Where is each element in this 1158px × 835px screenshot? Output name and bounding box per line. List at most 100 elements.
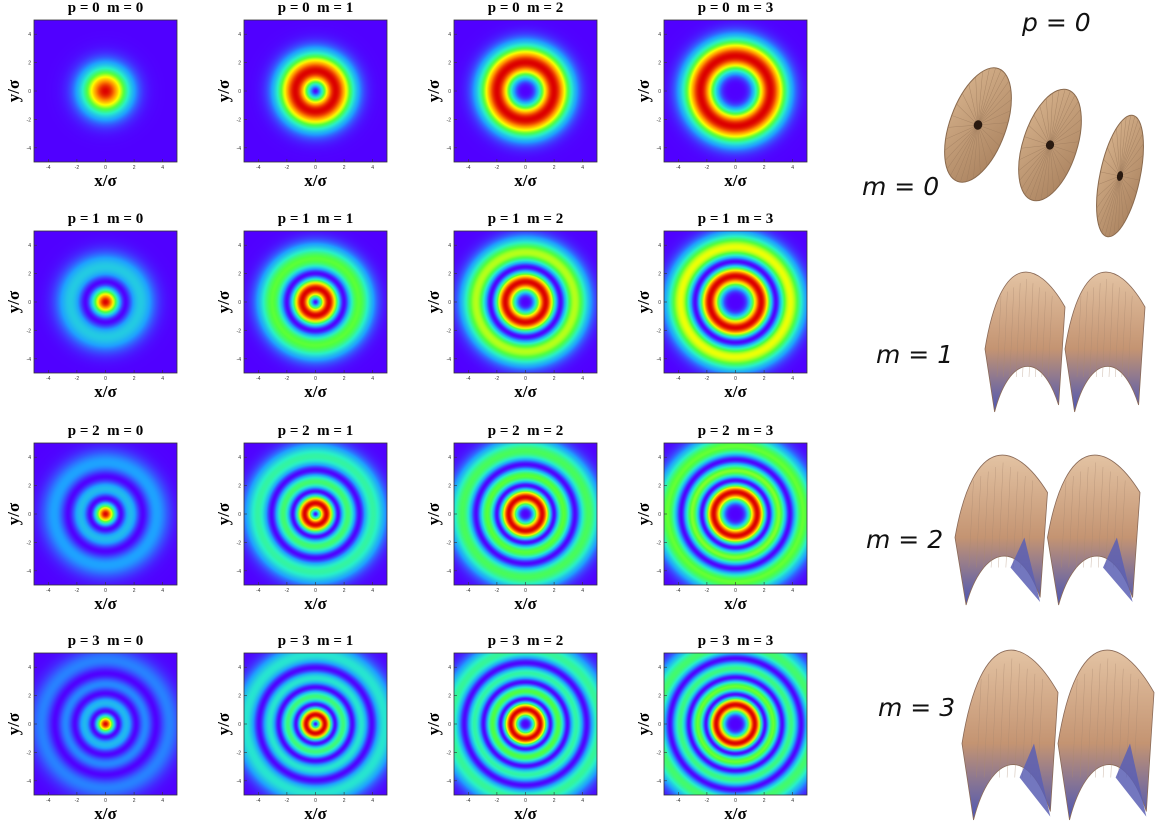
y-tick-label: 4 (238, 32, 241, 38)
x-axis-label: x/σ (94, 594, 117, 613)
panel-title: p = 0 m = 1 (278, 0, 353, 16)
intensity-panel: -4 -4 -2 -2 0 0 2 2 4 4 p = 1 m = 1 x/σ y/σ (214, 211, 388, 401)
y-tick-label: 2 (238, 272, 241, 278)
intensity-panel: -4 -4 -2 -2 0 0 2 2 4 4 p = 1 m = 3 x/σ y/σ (634, 211, 808, 401)
y-tick-label: 0 (238, 722, 241, 728)
x-tick-label: -2 (285, 165, 290, 171)
x-axis-label: x/σ (514, 594, 537, 613)
x-tick-label: -4 (46, 376, 51, 382)
x-tick-label: -2 (495, 588, 500, 594)
intensity-map (663, 442, 808, 586)
intensity-panel: -4 -4 -2 -2 0 0 2 2 4 4 p = 2 m = 2 x/σ y/σ (424, 423, 598, 613)
intensity-panel: -4 -4 -2 -2 0 0 2 2 4 4 p = 3 m = 2 x/σ y/σ (424, 633, 598, 823)
intensity-panel-grid: -4 -4 -2 -2 0 0 2 2 4 4 p = 0 m = 0 x/σ y/σ -4 -4 -2 -2 0… (4, 0, 808, 823)
y-tick-label: -4 (27, 357, 32, 363)
y-tick-label: 0 (28, 89, 31, 95)
panel-title: p = 3 m = 3 (698, 633, 773, 649)
y-tick-label: 4 (28, 32, 31, 38)
intensity-map (33, 442, 178, 586)
intensity-panel: -4 -4 -2 -2 0 0 2 2 4 4 p = 0 m = 0 x/σ y/σ (4, 0, 178, 190)
y-tick-label: 4 (658, 665, 661, 671)
panel-title: p = 2 m = 2 (488, 423, 563, 439)
y-tick-label: 0 (658, 722, 661, 728)
y-tick-label: 0 (448, 512, 451, 518)
y-tick-label: 2 (658, 694, 661, 700)
y-tick-label: 0 (448, 722, 451, 728)
y-tick-label: 2 (658, 272, 661, 278)
helical-wavefront (954, 454, 1141, 606)
intensity-map (243, 652, 388, 796)
x-tick-label: -2 (75, 165, 80, 171)
x-tick-label: 0 (314, 376, 317, 382)
intensity-panel: -4 -4 -2 -2 0 0 2 2 4 4 p = 1 m = 2 x/σ y/σ (424, 211, 598, 401)
x-tick-label: -2 (495, 798, 500, 804)
y-tick-label: 4 (658, 455, 661, 461)
intensity-map (663, 652, 808, 796)
y-tick-label: -2 (657, 750, 662, 756)
y-tick-label: -4 (237, 146, 242, 152)
panel-title: p = 3 m = 1 (278, 633, 353, 649)
y-tick-label: -4 (447, 357, 452, 363)
x-tick-label: 0 (314, 798, 317, 804)
y-axis-label: y/σ (4, 502, 23, 525)
y-tick-label: 2 (28, 61, 31, 67)
y-tick-label: 0 (28, 512, 31, 518)
y-tick-label: 0 (658, 89, 661, 95)
y-tick-label: 4 (658, 243, 661, 249)
x-axis-label: x/σ (514, 804, 537, 823)
x-tick-label: 2 (133, 798, 136, 804)
y-tick-label: -4 (447, 146, 452, 152)
x-tick-label: 0 (104, 588, 107, 594)
y-tick-label: -4 (657, 779, 662, 785)
y-tick-label: -2 (657, 328, 662, 334)
x-axis-label: x/σ (724, 382, 747, 401)
helical-wavefront (961, 649, 1155, 821)
y-tick-label: 4 (658, 32, 661, 38)
x-tick-label: -2 (495, 376, 500, 382)
x-tick-label: -4 (46, 165, 51, 171)
x-axis-label: x/σ (94, 382, 117, 401)
y-tick-label: -2 (237, 117, 242, 123)
x-axis-label: x/σ (724, 171, 747, 190)
y-axis-label: y/σ (214, 712, 233, 735)
panel-title: p = 2 m = 1 (278, 423, 353, 439)
intensity-map (453, 442, 598, 586)
x-tick-label: 2 (763, 588, 766, 594)
intensity-panel: -4 -4 -2 -2 0 0 2 2 4 4 p = 0 m = 1 x/σ y/σ (214, 0, 388, 190)
intensity-panel: -4 -4 -2 -2 0 0 2 2 4 4 p = 0 m = 2 x/σ y/σ (424, 0, 598, 190)
x-tick-label: 2 (553, 588, 556, 594)
y-tick-label: 4 (238, 243, 241, 249)
y-tick-label: 2 (448, 484, 451, 490)
phase-disk (1018, 88, 1082, 202)
y-tick-label: -2 (447, 328, 452, 334)
x-tick-label: 0 (104, 798, 107, 804)
y-tick-label: 2 (28, 694, 31, 700)
x-tick-label: -4 (256, 588, 261, 594)
y-axis-label: y/σ (4, 712, 23, 735)
y-axis-label: y/σ (214, 290, 233, 313)
side-row-label-m2: m = 2 (866, 525, 944, 554)
x-tick-label: -2 (705, 588, 710, 594)
side-row-label-m3: m = 3 (878, 693, 956, 722)
y-tick-label: 2 (238, 61, 241, 67)
x-axis-label: x/σ (304, 382, 327, 401)
y-tick-label: 0 (448, 300, 451, 306)
x-tick-label: 2 (763, 165, 766, 171)
intensity-panel: -4 -4 -2 -2 0 0 2 2 4 4 p = 1 m = 0 x/σ y/σ (4, 211, 178, 401)
x-axis-label: x/σ (514, 171, 537, 190)
x-tick-label: 0 (314, 588, 317, 594)
y-tick-label: -2 (657, 540, 662, 546)
y-tick-label: 4 (28, 455, 31, 461)
intensity-panel: -4 -4 -2 -2 0 0 2 2 4 4 p = 2 m = 1 x/σ y/σ (214, 423, 388, 613)
x-axis-label: x/σ (94, 804, 117, 823)
x-tick-label: 0 (524, 376, 527, 382)
panel-title: p = 1 m = 3 (698, 211, 773, 227)
intensity-map (33, 230, 178, 374)
intensity-map (453, 19, 598, 163)
y-tick-label: -4 (657, 146, 662, 152)
y-tick-label: 2 (28, 484, 31, 490)
x-tick-label: -4 (46, 588, 51, 594)
panel-title: p = 3 m = 2 (488, 633, 563, 649)
x-tick-label: 4 (161, 798, 164, 804)
x-tick-label: 2 (763, 376, 766, 382)
